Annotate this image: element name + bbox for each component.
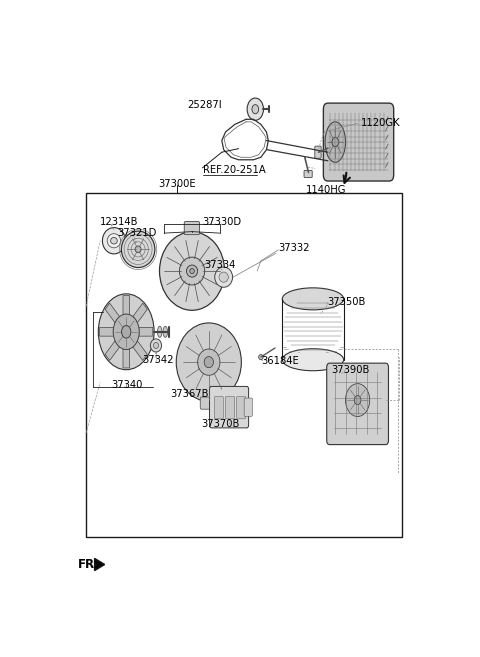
Ellipse shape xyxy=(282,349,344,371)
Polygon shape xyxy=(139,327,153,336)
Text: 37390B: 37390B xyxy=(331,365,369,374)
Text: 37370B: 37370B xyxy=(201,419,239,429)
FancyBboxPatch shape xyxy=(184,221,200,235)
Ellipse shape xyxy=(346,384,370,417)
Text: REF.20-251A: REF.20-251A xyxy=(203,165,266,175)
Polygon shape xyxy=(133,341,147,361)
Ellipse shape xyxy=(107,234,120,248)
Ellipse shape xyxy=(121,325,131,338)
Polygon shape xyxy=(133,303,147,323)
Polygon shape xyxy=(123,349,130,368)
Ellipse shape xyxy=(121,231,155,267)
Ellipse shape xyxy=(215,267,233,287)
Text: 37321D: 37321D xyxy=(118,228,157,238)
Text: 37334: 37334 xyxy=(204,260,236,269)
Text: 37340: 37340 xyxy=(111,380,143,390)
Ellipse shape xyxy=(110,237,117,244)
FancyBboxPatch shape xyxy=(315,146,321,158)
Ellipse shape xyxy=(102,227,125,254)
Text: 25287I: 25287I xyxy=(187,100,222,110)
Polygon shape xyxy=(95,558,105,570)
Ellipse shape xyxy=(259,355,263,359)
Text: 37332: 37332 xyxy=(278,243,310,254)
FancyBboxPatch shape xyxy=(327,363,388,445)
Text: 37342: 37342 xyxy=(143,355,174,365)
Text: 1140HG: 1140HG xyxy=(305,185,346,195)
Ellipse shape xyxy=(163,327,168,337)
Text: 37350B: 37350B xyxy=(327,298,365,307)
FancyBboxPatch shape xyxy=(244,398,252,417)
Polygon shape xyxy=(100,327,114,336)
Circle shape xyxy=(247,98,264,120)
Ellipse shape xyxy=(135,246,141,252)
Ellipse shape xyxy=(180,257,204,285)
Ellipse shape xyxy=(219,272,228,283)
Text: FR.: FR. xyxy=(78,558,100,571)
Ellipse shape xyxy=(98,294,154,370)
FancyBboxPatch shape xyxy=(237,397,246,419)
Polygon shape xyxy=(105,341,120,361)
FancyBboxPatch shape xyxy=(324,103,394,181)
Text: 12314B: 12314B xyxy=(100,217,139,227)
Ellipse shape xyxy=(154,342,158,348)
Ellipse shape xyxy=(150,339,162,352)
Polygon shape xyxy=(105,303,120,323)
Ellipse shape xyxy=(282,288,344,310)
FancyBboxPatch shape xyxy=(210,386,249,428)
Ellipse shape xyxy=(204,357,214,368)
Ellipse shape xyxy=(325,122,346,162)
FancyBboxPatch shape xyxy=(200,397,217,409)
Ellipse shape xyxy=(190,269,194,273)
FancyBboxPatch shape xyxy=(304,170,312,177)
Ellipse shape xyxy=(159,232,225,310)
Text: 37330D: 37330D xyxy=(202,217,241,227)
Text: 1120GK: 1120GK xyxy=(361,118,401,128)
Ellipse shape xyxy=(354,396,361,405)
Ellipse shape xyxy=(157,327,162,337)
Circle shape xyxy=(332,137,338,147)
Text: 36184E: 36184E xyxy=(262,355,300,366)
Ellipse shape xyxy=(176,323,241,401)
Text: 37367B: 37367B xyxy=(170,388,209,399)
Ellipse shape xyxy=(186,265,198,277)
FancyBboxPatch shape xyxy=(215,397,223,419)
Bar xyxy=(86,193,402,537)
Text: 37300E: 37300E xyxy=(158,179,196,189)
Polygon shape xyxy=(123,296,130,315)
Ellipse shape xyxy=(198,349,220,375)
Ellipse shape xyxy=(113,314,139,350)
Circle shape xyxy=(252,104,259,114)
FancyBboxPatch shape xyxy=(226,397,234,419)
